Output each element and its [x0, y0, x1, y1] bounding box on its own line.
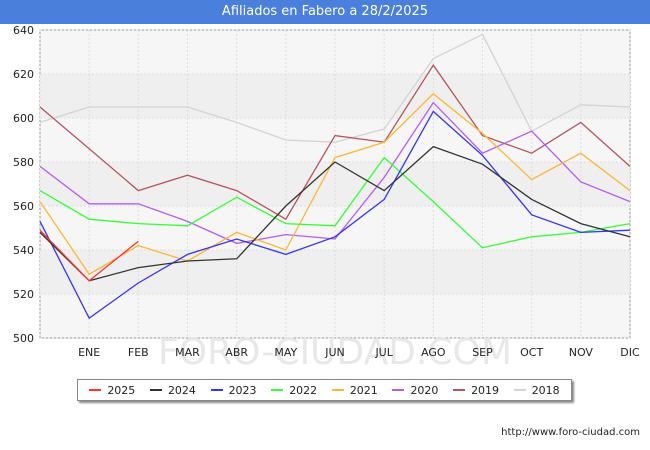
x-tick-label: ENE	[78, 346, 100, 359]
series-line-2024	[39, 145, 631, 282]
y-tick-label: 600	[13, 112, 34, 125]
legend-swatch	[392, 389, 405, 391]
legend-label: 2018	[531, 383, 560, 397]
legend-swatch	[271, 389, 284, 391]
watermark-text: FORO-CIUDAD.COM	[158, 332, 512, 373]
x-tick-label: JUN	[324, 346, 345, 359]
series-line-2025	[39, 229, 139, 282]
legend-item-2020: 2020	[392, 384, 438, 397]
legend-label: 2025	[107, 383, 136, 397]
x-tick-label: OCT	[520, 346, 543, 359]
x-tick-label: DIC	[620, 346, 640, 359]
legend-swatch	[331, 389, 344, 391]
legend-label: 2019	[471, 383, 500, 397]
legend-item-2019: 2019	[453, 384, 499, 397]
legend-label: 2023	[228, 383, 257, 397]
legend-item-2022: 2022	[271, 384, 317, 397]
x-tick-label: SEP	[472, 346, 493, 359]
x-tick-label: AGO	[421, 346, 446, 359]
legend-swatch	[210, 389, 223, 391]
x-tick-label: FEB	[128, 346, 149, 359]
legend-item-2024: 2024	[149, 383, 196, 397]
x-tick-label: ABR	[225, 346, 248, 359]
x-tick-label: MAY	[274, 346, 297, 359]
chart-title: Afiliados en Fabero a 28/2/2025	[0, 0, 650, 24]
legend-swatch	[89, 389, 102, 391]
y-tick-label: 560	[13, 200, 34, 213]
legend-label: 2024	[167, 383, 196, 397]
legend-item-2025: 2025	[89, 384, 135, 397]
series-line-2022	[39, 156, 631, 249]
x-tick-label: NOV	[569, 346, 594, 359]
y-tick-label: 500	[13, 332, 34, 345]
y-tick-label: 580	[13, 156, 34, 169]
legend-label: 2022	[289, 383, 318, 397]
source-url: http://www.foro-ciudad.com	[501, 427, 640, 438]
legend-item-2021: 2021	[331, 383, 378, 397]
y-tick-label: 620	[13, 68, 34, 81]
legend-label: 2021	[349, 383, 378, 397]
series-line-2021	[39, 92, 631, 276]
x-tick-label: JUL	[374, 346, 393, 359]
series-line-2023	[39, 110, 631, 320]
legend-swatch	[453, 389, 466, 391]
y-tick-label: 540	[13, 244, 34, 257]
legend-label: 2020	[410, 383, 439, 397]
series-line-2020	[39, 101, 631, 245]
chart-legend: 2025 2024 2023 2022 2021 2020 2019 2018	[77, 379, 572, 401]
legend-item-2023: 2023	[210, 383, 257, 397]
legend-item-2018: 2018	[513, 383, 560, 397]
legend-swatch	[513, 389, 526, 391]
y-tick-label: 640	[13, 24, 34, 37]
legend-swatch	[149, 389, 162, 391]
x-tick-label: MAR	[175, 346, 200, 359]
y-tick-label: 520	[13, 288, 34, 301]
series-line-2019	[39, 64, 631, 221]
